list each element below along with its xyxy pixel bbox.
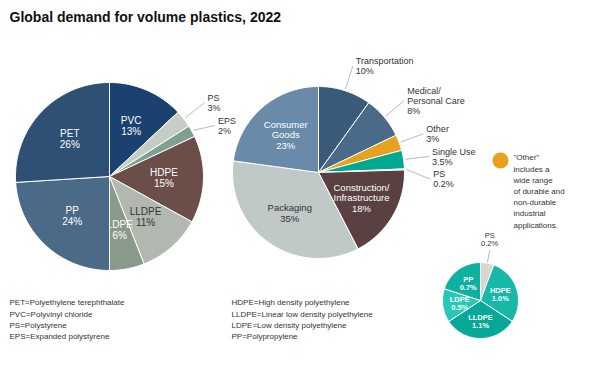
svg-text:PET26%: PET26% xyxy=(60,128,80,150)
svg-text:"Other"includes awide rangeof: "Other"includes awide rangeof durable an… xyxy=(513,153,565,229)
svg-text:PS0.2%: PS0.2% xyxy=(433,169,454,189)
svg-text:PS0.2%: PS0.2% xyxy=(481,231,498,248)
svg-text:HDPE15%: HDPE15% xyxy=(150,167,178,189)
svg-text:Packaging35%: Packaging35% xyxy=(268,202,312,223)
svg-text:HDPE1.0%: HDPE1.0% xyxy=(490,286,511,303)
svg-text:PS3%: PS3% xyxy=(208,93,221,113)
svg-text:EPS2%: EPS2% xyxy=(218,116,236,136)
svg-text:PVC13%: PVC13% xyxy=(121,115,142,137)
svg-text:LLDPE1.1%: LLDPE1.1% xyxy=(468,313,493,330)
svg-text:Global demand for volume plast: Global demand for volume plastics, 2022 xyxy=(10,9,282,25)
svg-text:LDPE6%: LDPE6% xyxy=(107,219,133,241)
svg-text:ConsumerGoods23%: ConsumerGoods23% xyxy=(264,119,308,151)
svg-text:Medical/Personal Care8%: Medical/Personal Care8% xyxy=(407,86,465,116)
svg-text:PP24%: PP24% xyxy=(62,205,82,227)
svg-text:Transportation10%: Transportation10% xyxy=(356,56,414,76)
svg-text:Other3%: Other3% xyxy=(426,124,449,144)
svg-text:PP0.7%: PP0.7% xyxy=(460,275,477,292)
svg-text:LDPE0.5%: LDPE0.5% xyxy=(450,295,470,312)
svg-text:LLDPE11%: LLDPE11% xyxy=(130,206,162,228)
svg-text:Construction/Infrastructure18%: Construction/Infrastructure18% xyxy=(333,182,389,214)
svg-text:PET=Polyethylene terephthalate: PET=Polyethylene terephthalatePVC=Polyvi… xyxy=(10,298,126,341)
svg-text:Single Use3.5%: Single Use3.5% xyxy=(432,147,476,167)
svg-text:HDPE=High density polyethylene: HDPE=High density polyethyleneLLDPE=Line… xyxy=(232,298,374,341)
